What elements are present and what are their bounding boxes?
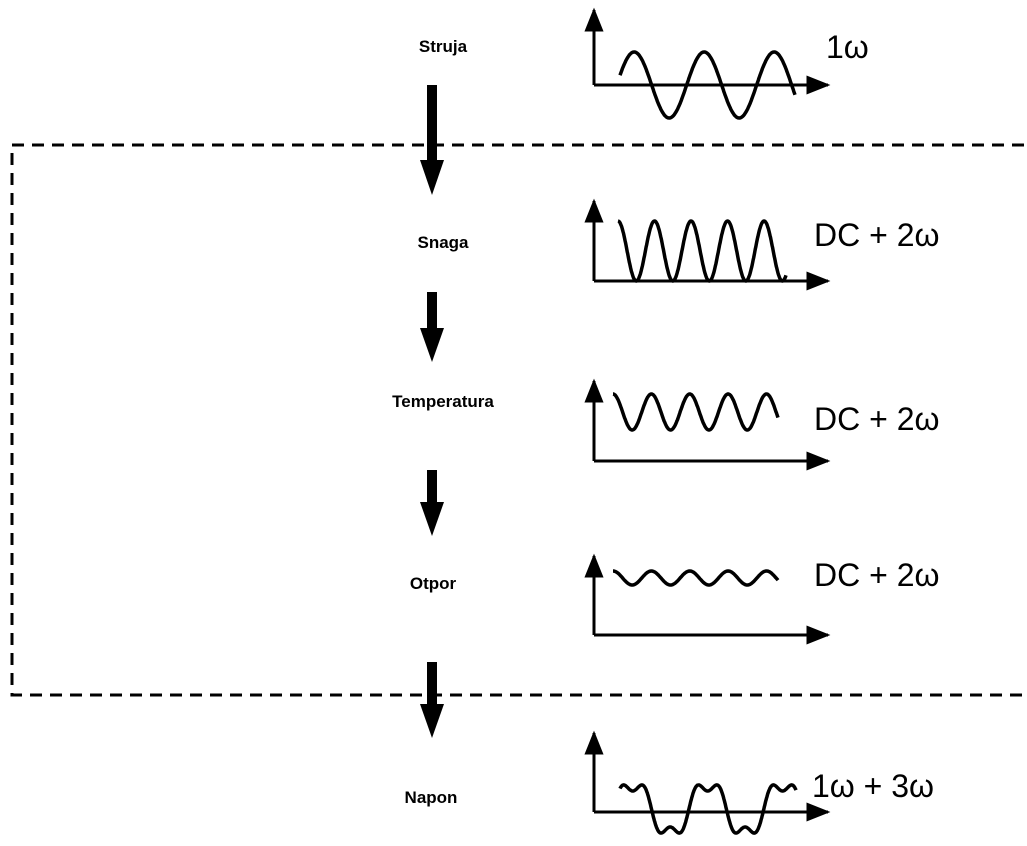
waveform-power-dc-2omega [617, 219, 788, 283]
signal-label-napon: 1ω + 3ω [812, 768, 934, 804]
signal-label-temperatura: DC + 2ω [814, 401, 939, 437]
waveform-voltage-1omega-3omega [618, 783, 798, 835]
stage-label-otpor: Otpor [410, 574, 457, 593]
signal-label-otpor: DC + 2ω [814, 557, 939, 593]
axes-napon [584, 730, 831, 822]
stage-label-struja: Struja [419, 37, 468, 56]
flow-arrow-2 [420, 292, 444, 362]
axes-struja [584, 7, 831, 95]
waveform-temperature-dc-2omega [612, 392, 780, 432]
sample-boundary-box [10, 143, 1027, 697]
waveform-current-1omega [618, 50, 797, 120]
signal-label-snaga: DC + 2ω [814, 217, 939, 253]
stage-label-napon: Napon [405, 788, 458, 807]
stage-label-temperatura: Temperatura [392, 392, 494, 411]
stage-label-snaga: Snaga [417, 233, 469, 252]
waveform-resistance-dc-2omega [612, 569, 780, 587]
axes-otpor [584, 553, 831, 645]
flow-arrow-3 [420, 470, 444, 536]
axes-temperatura [584, 378, 831, 471]
flow-arrow-4 [420, 662, 444, 738]
signal-label-struja: 1ω [826, 29, 869, 65]
flow-arrow-1 [420, 85, 444, 195]
